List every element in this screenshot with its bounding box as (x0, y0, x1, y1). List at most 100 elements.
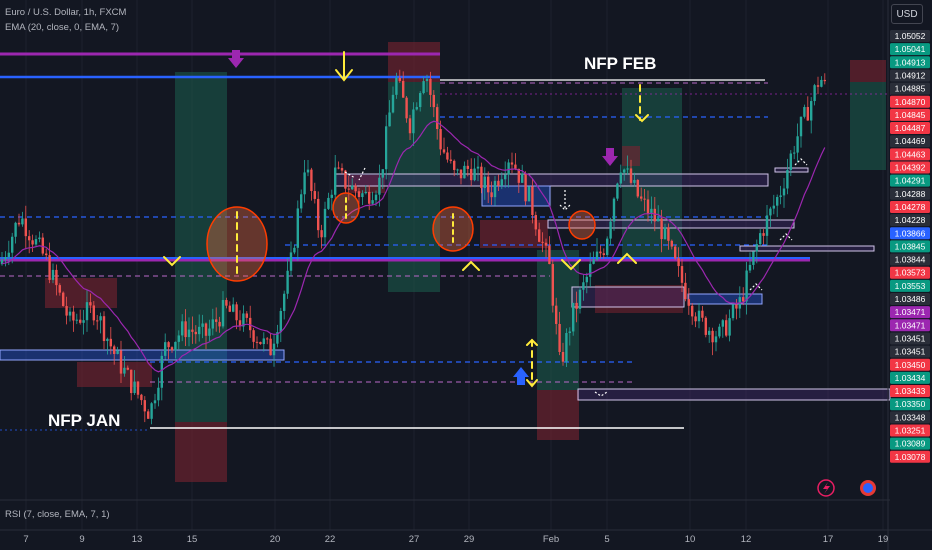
candle-body (578, 289, 582, 309)
candle-body (769, 208, 772, 216)
short-zone-5 (850, 60, 886, 82)
candle-body (232, 304, 235, 312)
price-axis: 1.05052 1.05041 1.04913 1.04912 1.04885 1.048… (890, 30, 930, 463)
price-label: 1.03471 (895, 307, 926, 317)
candle-body (198, 326, 201, 335)
candle-body (269, 338, 272, 356)
candle-body (374, 194, 378, 201)
candle-body (238, 320, 242, 327)
candle-body (667, 227, 670, 241)
nfp-jan-label: NFP JAN (48, 411, 120, 430)
price-label-bg (890, 95, 930, 108)
candle-body (157, 387, 160, 401)
candle-body (323, 208, 327, 238)
candle-body (368, 191, 371, 204)
candle-body (55, 269, 58, 286)
candle-body (388, 112, 391, 127)
long-zone-5 (850, 82, 886, 170)
candle-body (181, 321, 184, 336)
time-tick: 20 (270, 534, 281, 545)
candle-body (11, 236, 14, 253)
price-label-bg (890, 56, 930, 69)
candle-body (378, 177, 381, 195)
candle-body (164, 342, 167, 356)
price-label-bg (890, 266, 930, 279)
price-label: 1.03078 (895, 452, 926, 462)
candle-body (796, 136, 799, 153)
candle-body (446, 152, 449, 160)
candle-body (432, 94, 435, 108)
price-label-bg (890, 148, 930, 161)
currency-button[interactable]: USD (891, 4, 923, 24)
candle-body (136, 381, 140, 395)
candle-body (89, 302, 92, 306)
candle-body (490, 192, 493, 198)
candle-body (735, 304, 738, 309)
candle-body (759, 233, 762, 245)
time-tick: 12 (741, 534, 752, 545)
candle-body (245, 313, 248, 318)
candle-body (772, 205, 775, 209)
red-block-2 (77, 362, 152, 387)
price-label: 1.03486 (895, 294, 926, 304)
candle-body (514, 164, 517, 169)
candle-body (255, 341, 259, 343)
price-label-bg (890, 450, 930, 463)
candle-body (701, 310, 704, 318)
candle-body (623, 169, 626, 173)
long-zone-1 (175, 72, 227, 422)
candle-body (24, 218, 27, 237)
candle-body (102, 316, 106, 342)
candle-body (395, 77, 398, 95)
candle-body (568, 331, 571, 334)
candle-body (419, 93, 422, 108)
economic-event-icon[interactable] (860, 480, 876, 496)
candle-body (201, 323, 204, 327)
candle-body (272, 343, 276, 356)
candle-body (524, 173, 527, 202)
candle-body (619, 172, 622, 184)
price-label: 1.04228 (895, 215, 926, 225)
candle-body (334, 167, 337, 195)
candle-body (235, 304, 238, 321)
candle-body (143, 400, 146, 412)
time-tick: 5 (604, 534, 609, 545)
candle-body (504, 174, 507, 180)
price-label: 1.03471 (895, 320, 926, 330)
price-label-bg (890, 411, 930, 424)
candle-body (612, 198, 616, 222)
price-label: 1.03450 (895, 360, 926, 370)
candle-body (259, 341, 262, 345)
price-label-bg (890, 174, 930, 187)
price-label-bg (890, 306, 930, 319)
candle-body (650, 208, 653, 214)
lightning-icon[interactable] (817, 479, 835, 497)
candle-body (646, 199, 650, 214)
candle-body (674, 246, 677, 259)
candle-body (708, 330, 711, 335)
candle-body (279, 310, 282, 333)
candle-body (459, 169, 463, 179)
candle-body (286, 270, 289, 294)
yellow-markers (163, 51, 649, 388)
candle-body (313, 191, 316, 199)
candle-body (310, 169, 313, 192)
time-tick: 15 (187, 534, 198, 545)
candle-body (680, 266, 684, 283)
price-label-bg (890, 371, 930, 384)
candle-body (160, 355, 163, 388)
candle-body (694, 316, 697, 322)
candle-body (609, 221, 612, 239)
price-label-bg (890, 332, 930, 345)
candle-body (677, 258, 680, 267)
price-label-bg (890, 345, 930, 358)
candle-body (782, 188, 786, 196)
candle-body (262, 338, 265, 345)
candle-body (221, 300, 225, 327)
candle-body (728, 318, 731, 336)
candle-body (684, 282, 687, 300)
candle-body (14, 222, 17, 237)
candle-body (582, 282, 585, 290)
price-label-bg (890, 43, 930, 56)
